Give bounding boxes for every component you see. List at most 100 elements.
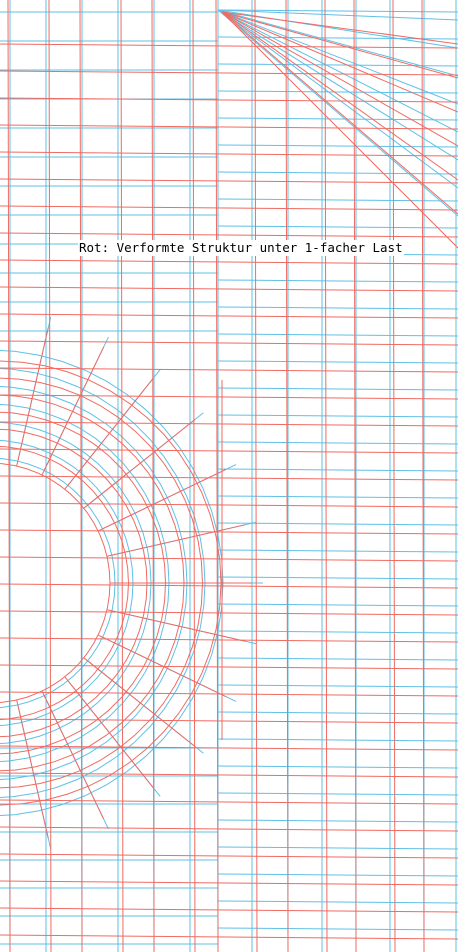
mesh-line-fan xyxy=(221,11,458,79)
hole-ray xyxy=(16,327,49,467)
mesh-line-horizontal xyxy=(0,313,458,319)
hole-ray xyxy=(64,676,154,789)
mesh-line-fan xyxy=(221,11,458,249)
mesh-line-horizontal xyxy=(217,927,458,931)
mesh-line-horizontal xyxy=(0,97,458,103)
mesh-line-fan xyxy=(221,11,458,147)
mesh-line-horizontal xyxy=(217,900,458,904)
mesh-line-horizontal xyxy=(0,556,458,562)
hole-ring xyxy=(0,445,130,721)
mesh-line-horizontal xyxy=(217,657,458,661)
mesh-line-fan xyxy=(221,11,458,45)
mesh-line-horizontal xyxy=(0,880,458,886)
mesh-line-horizontal xyxy=(0,448,458,454)
mesh-line-horizontal xyxy=(0,691,458,697)
mesh-line-horizontal xyxy=(217,198,458,202)
mesh-line-fan xyxy=(217,9,458,189)
mesh-line-vertical xyxy=(151,0,155,952)
mesh-line-horizontal xyxy=(0,421,458,427)
mesh-line-horizontal xyxy=(0,475,458,481)
mesh-line-fan xyxy=(221,11,458,113)
mesh-line-fan xyxy=(221,11,458,215)
mesh-line-horizontal xyxy=(0,853,458,859)
mesh-line-fan xyxy=(217,9,458,161)
mesh-line-vertical xyxy=(353,0,357,952)
mesh-line-horizontal xyxy=(0,43,458,49)
mesh-line-vertical xyxy=(324,0,328,952)
mesh-line-horizontal xyxy=(0,610,458,616)
mesh-line-horizontal xyxy=(0,394,458,400)
mesh-line-horizontal xyxy=(217,90,458,94)
mesh-line-vertical xyxy=(120,0,124,952)
mesh-line-horizontal xyxy=(0,70,458,76)
mesh-line-horizontal xyxy=(217,117,458,121)
mesh-line-horizontal xyxy=(217,441,458,445)
mesh-line-horizontal xyxy=(0,934,458,940)
mesh-line-horizontal xyxy=(0,340,458,346)
mesh-line-fan xyxy=(217,9,458,105)
mesh-line-horizontal xyxy=(0,664,458,670)
mesh-line-horizontal xyxy=(0,826,458,832)
mesh-line-horizontal xyxy=(0,637,458,643)
hole-ray xyxy=(83,419,196,509)
mesh-line-horizontal xyxy=(0,772,458,778)
mesh-line-fan xyxy=(217,9,458,217)
mesh-line-horizontal xyxy=(0,583,458,589)
mesh-line-vertical xyxy=(392,0,396,952)
mesh-line-fan xyxy=(217,9,458,133)
mesh-line-fan xyxy=(217,9,458,77)
mesh-line-horizontal xyxy=(217,63,458,67)
mesh-line-horizontal xyxy=(217,522,458,526)
mesh-line-horizontal xyxy=(0,529,458,535)
hole-ray xyxy=(97,634,227,698)
hole-ray xyxy=(64,377,154,490)
mesh-line-horizontal xyxy=(217,144,458,148)
mesh-line-horizontal xyxy=(217,360,458,364)
mesh-line-fan xyxy=(217,9,458,21)
mesh-line-horizontal xyxy=(217,171,458,175)
hole-ray xyxy=(16,699,49,839)
mesh-line-vertical xyxy=(421,0,425,952)
mesh-line-horizontal xyxy=(0,205,458,211)
mesh-line-horizontal xyxy=(217,387,458,391)
mesh-line-horizontal xyxy=(217,9,458,13)
mesh-line-horizontal xyxy=(0,286,458,292)
mesh-line-horizontal xyxy=(0,367,458,373)
mesh-line-horizontal xyxy=(217,333,458,337)
mesh-line-horizontal xyxy=(217,576,458,580)
hole-ray xyxy=(83,657,196,747)
mesh-line-horizontal xyxy=(0,259,458,265)
mesh-line-vertical xyxy=(285,0,289,952)
mesh-line-horizontal xyxy=(217,738,458,742)
mesh-line-horizontal xyxy=(217,711,458,715)
mesh-line-horizontal xyxy=(217,819,458,823)
mesh-line-horizontal xyxy=(217,306,458,310)
plot-caption: Rot: Verformte Struktur unter 1-facher L… xyxy=(78,240,404,256)
mesh-line-horizontal xyxy=(217,630,458,634)
mesh-line-horizontal xyxy=(217,792,458,796)
mesh-line-horizontal xyxy=(0,178,458,184)
mesh-line-horizontal xyxy=(0,502,458,508)
mesh-line-fan xyxy=(221,11,458,181)
hole-ring xyxy=(0,463,111,703)
mesh-line-horizontal xyxy=(217,495,458,499)
mesh-line-vertical xyxy=(215,0,219,952)
mesh-line-horizontal xyxy=(0,232,458,238)
mesh-line-horizontal xyxy=(0,745,458,751)
mesh-line-horizontal xyxy=(217,414,458,418)
hole-ray xyxy=(97,468,227,532)
hole-ring xyxy=(0,458,116,708)
mesh-line-fan xyxy=(217,9,458,49)
mesh-line-horizontal xyxy=(0,799,458,805)
mesh-line-horizontal xyxy=(217,684,458,688)
mesh-line-vertical xyxy=(79,0,83,952)
hole-ray xyxy=(41,346,105,476)
mesh-line-horizontal xyxy=(217,873,458,877)
mesh-line-horizontal xyxy=(217,846,458,850)
mesh-line-vertical xyxy=(192,0,196,952)
mesh-line-vertical xyxy=(254,0,258,952)
mesh-line-horizontal xyxy=(0,124,458,130)
hole-ray xyxy=(41,690,105,820)
